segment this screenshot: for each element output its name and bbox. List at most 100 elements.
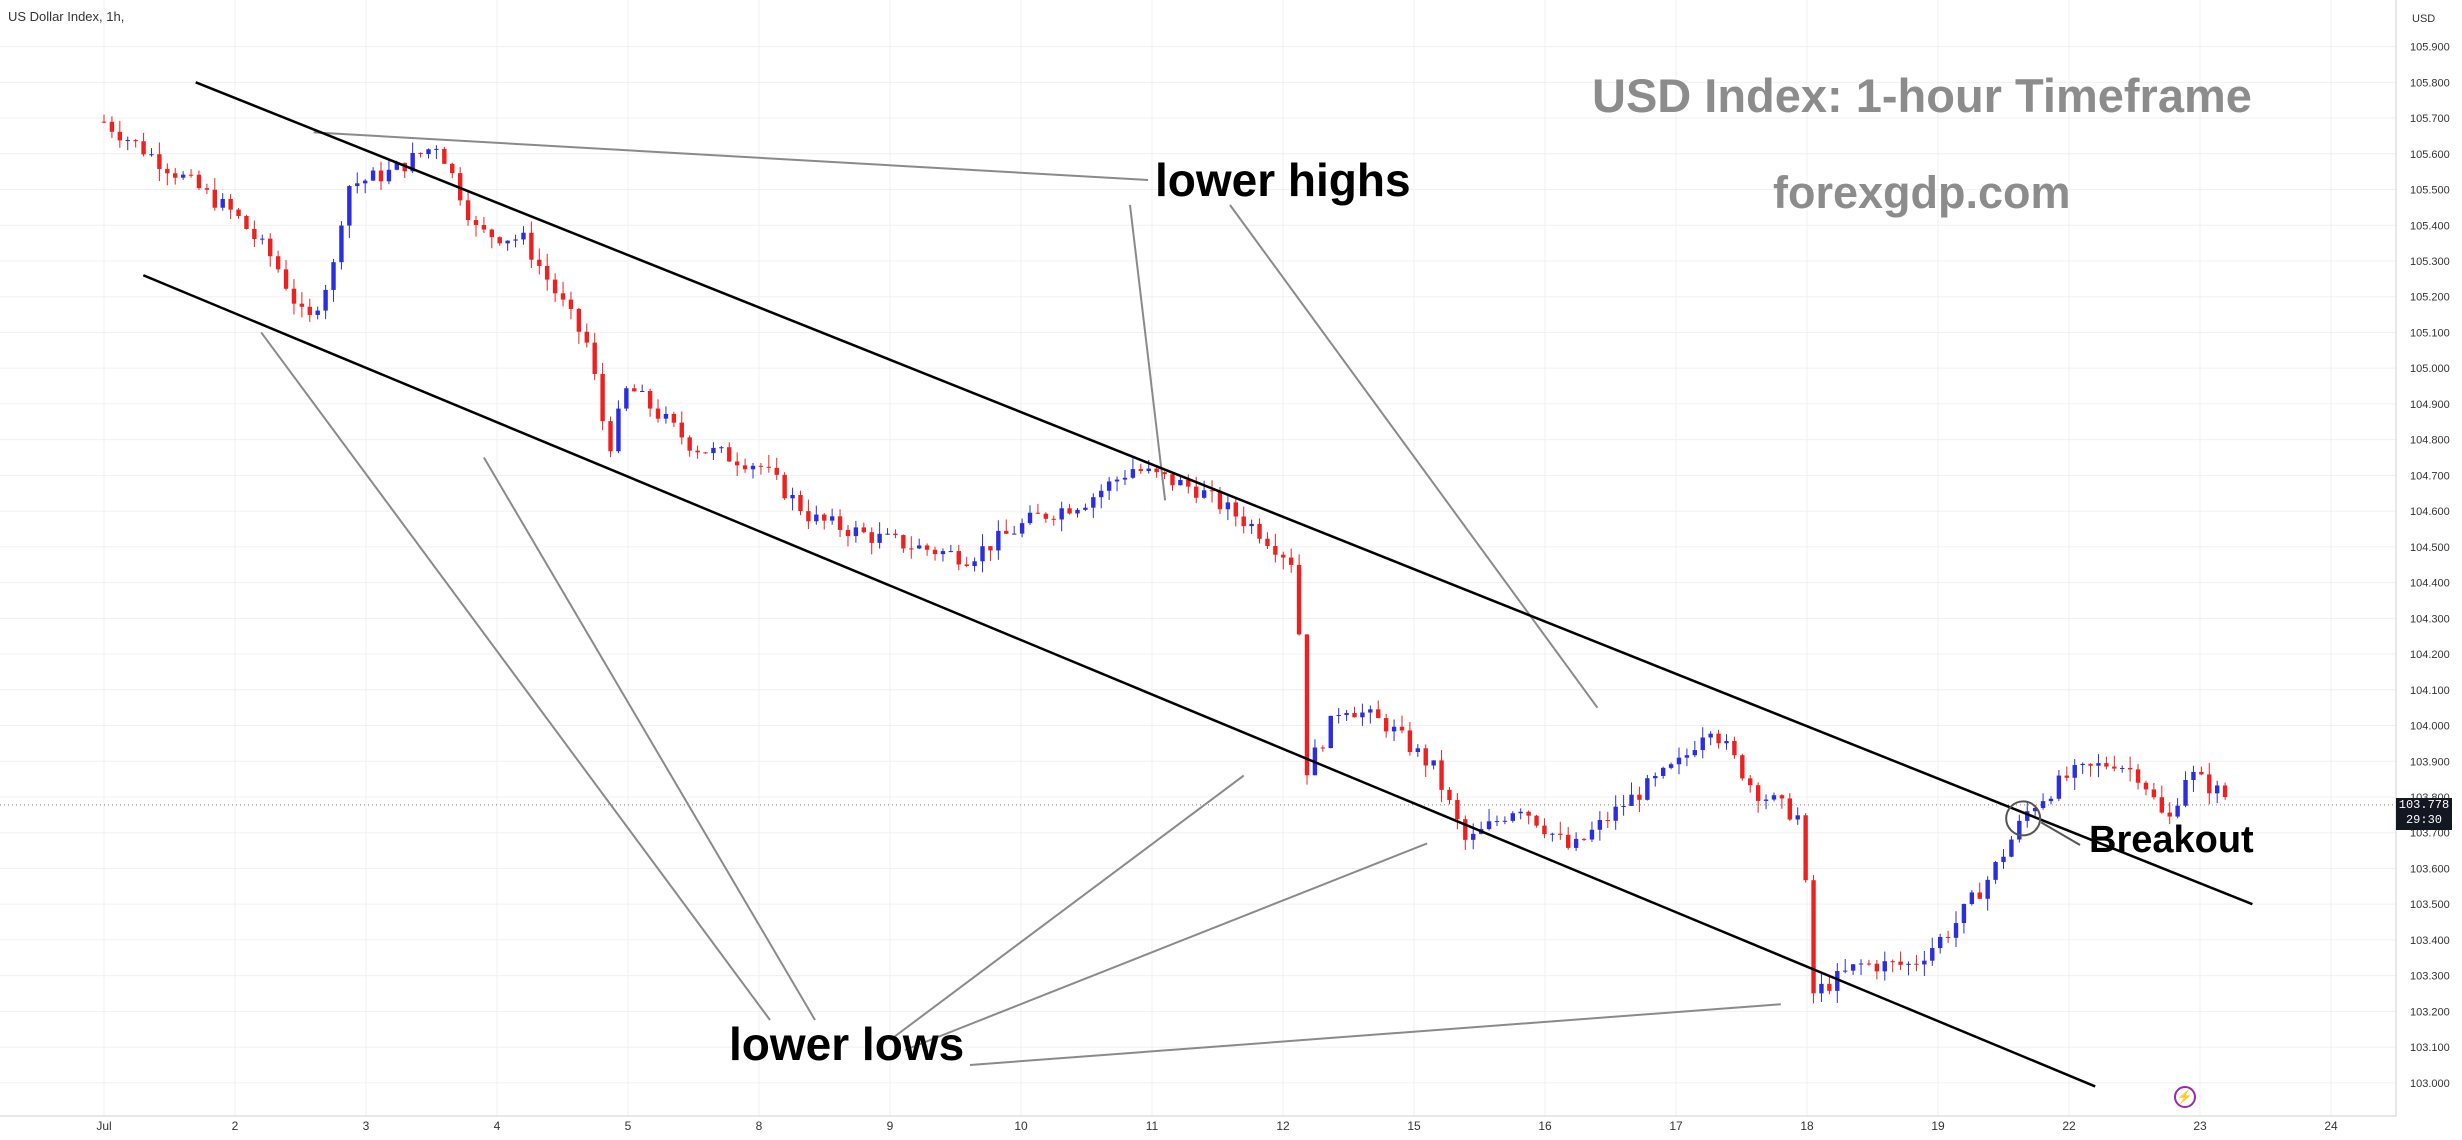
candle-body xyxy=(1961,903,1967,924)
candle-body xyxy=(1827,983,1832,991)
candle-body xyxy=(1558,833,1563,835)
candle-body xyxy=(901,535,906,549)
x-tick-label: 15 xyxy=(1407,1119,1421,1133)
candle-body xyxy=(814,514,819,522)
candle-body xyxy=(1288,557,1294,565)
y-tick-label: 103.500 xyxy=(2410,899,2450,911)
candle-body xyxy=(1352,713,1357,718)
candle-body xyxy=(1874,963,1880,972)
chart-grid xyxy=(0,0,2396,1116)
candle-body xyxy=(1510,813,1515,821)
candle-body xyxy=(1336,715,1341,717)
candle-body xyxy=(355,183,360,187)
candle-body xyxy=(1265,538,1270,546)
candle-body xyxy=(378,170,384,182)
y-tick-label: 104.600 xyxy=(2410,506,2450,518)
candle-body xyxy=(1740,755,1745,779)
lightning-icon[interactable]: ⚡ xyxy=(2174,1086,2196,1108)
candle-body xyxy=(505,240,510,244)
candle-body xyxy=(212,189,218,208)
candle-body xyxy=(1122,477,1128,480)
candle-body xyxy=(940,551,946,555)
candle-body xyxy=(1597,820,1603,830)
candle-body xyxy=(1937,936,1943,949)
candle-body xyxy=(1526,811,1531,816)
candle-body xyxy=(1091,497,1096,508)
candle-body xyxy=(141,141,146,155)
y-tick-label: 103.200 xyxy=(2410,1006,2450,1018)
breakout-label: Breakout xyxy=(2089,819,2254,861)
candle-body xyxy=(1439,760,1444,790)
candle-body xyxy=(236,209,241,216)
candle-body xyxy=(893,533,898,536)
candle-body xyxy=(2001,856,2006,863)
y-tick-label: 105.700 xyxy=(2410,113,2450,125)
candlestick-series xyxy=(101,114,2228,1004)
time-axis[interactable]: Jul 2 3 4 5 8 9 10 11 12 15 16 17 18 19 22 23 24 xyxy=(0,1115,2396,1133)
candle-body xyxy=(1035,512,1041,514)
candle-body xyxy=(1581,838,1587,840)
lower-low-leader xyxy=(904,842,1428,1051)
x-tick-label: 23 xyxy=(2193,1119,2207,1133)
candle-body xyxy=(924,545,930,550)
channel-lower-line xyxy=(142,274,2096,1088)
candle-body xyxy=(268,238,273,257)
candle-body xyxy=(695,450,700,453)
candle-body xyxy=(1130,469,1136,478)
y-tick-label: 104.500 xyxy=(2410,542,2450,554)
candle-body xyxy=(766,466,772,468)
candle-body xyxy=(980,546,985,562)
candle-body xyxy=(845,529,851,537)
price-axis[interactable]: USD 105.900 105.800 105.700 105.600 105.500 10… xyxy=(2395,0,2462,1140)
candle-body xyxy=(774,467,779,475)
candle-body xyxy=(1850,964,1856,971)
candle-body xyxy=(204,188,210,190)
candle-body xyxy=(1668,764,1674,768)
candle-body xyxy=(560,293,566,300)
candle-body xyxy=(1589,829,1595,840)
candle-body xyxy=(1922,960,1927,965)
candle-body xyxy=(529,232,534,260)
candle-body xyxy=(1051,518,1056,520)
candle-body xyxy=(1383,718,1389,732)
candle-body xyxy=(315,310,320,315)
candle-body xyxy=(1684,755,1690,758)
candle-body xyxy=(734,461,740,466)
candle-body xyxy=(489,229,495,238)
candle-body xyxy=(1075,509,1080,514)
candle-body xyxy=(481,225,487,230)
candle-body xyxy=(101,121,107,123)
candle-body xyxy=(275,256,281,270)
symbol-label[interactable]: US Dollar Index, 1h, xyxy=(8,9,125,24)
annotation-leader-lines xyxy=(260,131,1781,1066)
candle-body xyxy=(1019,523,1025,534)
candle-body xyxy=(1748,778,1753,786)
candle-body xyxy=(410,152,415,172)
y-tick-label: 103.700 xyxy=(2410,828,2450,840)
candle-body xyxy=(2127,767,2133,770)
candle-body xyxy=(1296,564,1302,635)
candle-body xyxy=(188,174,194,176)
candle-body xyxy=(1391,726,1397,732)
candle-body xyxy=(386,169,392,182)
candle-body xyxy=(1771,795,1777,800)
candle-body xyxy=(1178,479,1183,486)
candle-body xyxy=(671,413,677,423)
candle-body xyxy=(552,279,558,294)
candle-body xyxy=(1099,490,1104,498)
candle-body xyxy=(1233,502,1238,517)
lower-lows-label: lower lows xyxy=(729,1018,965,1070)
candle-body xyxy=(1819,983,1824,994)
candle-body xyxy=(798,495,803,512)
candle-body xyxy=(157,154,162,169)
candle-body xyxy=(1138,469,1144,472)
candle-body xyxy=(592,342,597,374)
candle-body xyxy=(1320,747,1326,749)
y-tick-label: 105.100 xyxy=(2410,327,2450,339)
candle-body xyxy=(1257,523,1262,539)
x-tick-label: 18 xyxy=(1800,1119,1814,1133)
candle-body xyxy=(861,527,866,533)
candle-body xyxy=(1106,481,1112,491)
candle-body xyxy=(1866,963,1872,965)
